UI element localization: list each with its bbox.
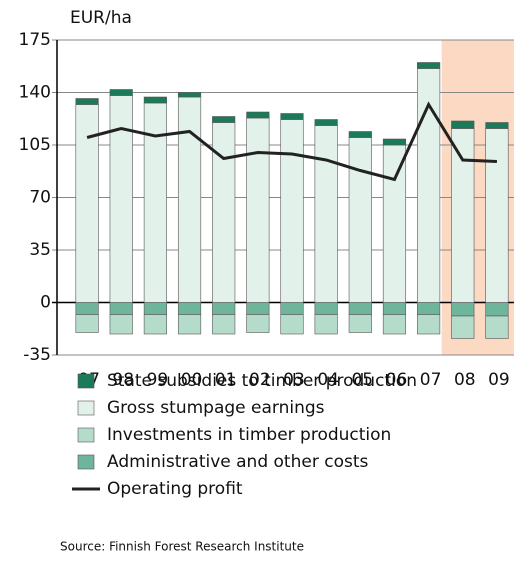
bar-segment (212, 116, 236, 123)
bar-segment (314, 314, 338, 335)
bar-segment (109, 302, 133, 315)
x-tick-label: 07 (420, 370, 442, 390)
y-tick-label: 35 (29, 240, 51, 260)
legend-swatch (77, 373, 95, 389)
bar-segment (451, 128, 475, 303)
legend-swatch (77, 400, 95, 416)
bar-segment (382, 302, 407, 315)
bar-segment (348, 137, 372, 303)
x-tick-label: 09 (488, 370, 510, 390)
legend-label: State subsidies to timber production (107, 371, 417, 391)
bar-segment (314, 302, 338, 315)
bar-segment (314, 125, 338, 303)
bar-segment (280, 302, 304, 315)
bar-segment (75, 314, 99, 333)
bar-segment (177, 92, 202, 98)
legend-label: Operating profit (107, 479, 243, 499)
x-tick-label: 08 (454, 370, 476, 390)
bar-segment (143, 302, 167, 315)
bar-segment (451, 302, 475, 317)
bar-segment (280, 119, 304, 303)
bar-segment (485, 122, 509, 129)
bar-segment (143, 314, 167, 335)
y-tick-label: 105 (19, 135, 51, 155)
y-tick-label: 140 (19, 83, 51, 103)
bar-segment (177, 302, 202, 315)
bar-segment (280, 314, 304, 335)
y-tick-label: -35 (23, 345, 51, 365)
bar-segment (246, 314, 270, 333)
bar-segment (212, 122, 236, 303)
bar-segment (485, 128, 509, 303)
bar-segment (177, 314, 202, 335)
x-tick-label: 98 (112, 370, 134, 390)
bar-segment (348, 131, 372, 138)
legend-label: Gross stumpage earnings (107, 398, 325, 418)
bar-segment (246, 302, 270, 315)
legend-label: Investments in timber production (107, 425, 391, 445)
y-tick-label: 70 (29, 188, 51, 208)
bar-segment (485, 315, 509, 339)
bar-segment (417, 302, 441, 315)
bar-segment (280, 113, 304, 120)
x-tick-label: 02 (249, 370, 271, 390)
bar-segment (75, 98, 99, 105)
x-tick-label: 06 (386, 370, 408, 390)
x-tick-label: 05 (351, 370, 373, 390)
bar-segment (75, 302, 99, 315)
bar-segment (417, 62, 441, 69)
x-tick-label: 01 (215, 370, 237, 390)
bar-segment (485, 302, 509, 317)
bar-segment (246, 111, 270, 119)
legend-swatch (77, 427, 95, 443)
y-tick-label: 0 (40, 293, 51, 313)
bar-segment (109, 95, 133, 303)
x-tick-label: 99 (147, 370, 169, 390)
bar-segment (109, 89, 133, 96)
bar-segment (382, 138, 407, 146)
x-tick-label: 00 (181, 370, 203, 390)
x-tick-label: 03 (283, 370, 305, 390)
legend-swatch (77, 454, 95, 470)
x-tick-label: 04 (317, 370, 339, 390)
bar-segment (246, 117, 270, 303)
bar-segment (348, 314, 372, 333)
bar-segment (451, 315, 475, 339)
y-tick-label: 175 (19, 30, 51, 50)
line-series (86, 101, 497, 182)
bar-segment (382, 144, 407, 303)
y-unit: EUR/ha (70, 8, 132, 28)
bar-segment (212, 314, 236, 335)
bar-segment (451, 120, 475, 129)
bar-segment (143, 96, 167, 104)
source: Source: Finnish Forest Research Institut… (60, 540, 304, 554)
bar-segment (177, 96, 202, 303)
bar-segment (382, 314, 407, 335)
bar-segment (314, 119, 338, 126)
legend-label: Administrative and other costs (107, 452, 368, 472)
bar-segment (109, 314, 133, 335)
bar-segment (417, 314, 441, 335)
bar-segment (212, 302, 236, 315)
bar-segment (348, 302, 372, 315)
